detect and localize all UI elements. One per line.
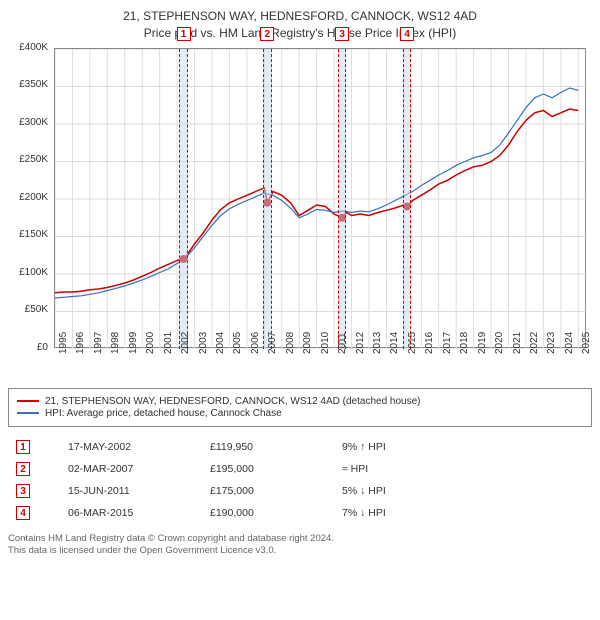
x-axis-tick-label: 2024 (564, 331, 575, 353)
y-axis-tick-label: £300K (8, 117, 48, 128)
x-axis-tick-label: 1999 (128, 331, 139, 353)
sale-hpi-note: 9% ↑ HPI (336, 437, 590, 457)
sale-number-box: 1 (16, 440, 30, 454)
sale-band (263, 49, 272, 349)
sale-marker: 4 (400, 27, 414, 41)
plot-area: 1234 (54, 48, 586, 348)
y-axis-tick-label: £350K (8, 79, 48, 90)
sale-date: 15-JUN-2011 (62, 481, 202, 501)
sale-band (179, 49, 188, 349)
y-axis-tick-label: £250K (8, 154, 48, 165)
legend-item-property: 21, STEPHENSON WAY, HEDNESFORD, CANNOCK,… (17, 396, 583, 407)
sale-price: £119,950 (204, 437, 334, 457)
sales-table: 1 17-MAY-2002£119,9509% ↑ HPI 2 02-MAR-2007… (8, 435, 592, 525)
sale-date: 06-MAR-2015 (62, 503, 202, 523)
sale-date: 02-MAR-2007 (62, 459, 202, 479)
y-axis-tick-label: £0 (8, 342, 48, 353)
x-axis-tick-label: 1998 (110, 331, 121, 353)
x-axis-tick-label: 2021 (512, 331, 523, 353)
sale-price: £190,000 (204, 503, 334, 523)
y-axis-tick-label: £400K (8, 42, 48, 53)
y-axis-tick-label: £50K (8, 304, 48, 315)
legend-swatch-property (17, 400, 39, 402)
sale-marker: 3 (335, 27, 349, 41)
y-axis-tick-label: £100K (8, 267, 48, 278)
x-axis-tick-label: 2020 (494, 331, 505, 353)
sale-hpi-note: 5% ↓ HPI (336, 481, 590, 501)
sales-table-row: 2 02-MAR-2007£195,000≈ HPI (10, 459, 590, 479)
legend-label-property: 21, STEPHENSON WAY, HEDNESFORD, CANNOCK,… (45, 396, 421, 407)
title-line-1: 21, STEPHENSON WAY, HEDNESFORD, CANNOCK,… (8, 8, 592, 25)
y-axis-tick-label: £150K (8, 229, 48, 240)
price-chart: 1234 £0 £50K £100K £150K £200K £250K £300K £350… (8, 48, 592, 378)
title-line-2: Price paid vs. HM Land Registry's House … (8, 25, 592, 42)
x-axis-tick-label: 1997 (93, 331, 104, 353)
sale-price: £195,000 (204, 459, 334, 479)
x-axis-tick-label: 2014 (389, 331, 400, 353)
footer-line-2: This data is licensed under the Open Gov… (8, 545, 592, 557)
sales-table-row: 4 06-MAR-2015£190,0007% ↓ HPI (10, 503, 590, 523)
x-axis-tick-label: 1995 (58, 331, 69, 353)
legend-swatch-hpi (17, 412, 39, 414)
x-axis-tick-label: 2001 (163, 331, 174, 353)
sale-number-box: 2 (16, 462, 30, 476)
footer-note: Contains HM Land Registry data © Crown c… (8, 533, 592, 558)
x-axis-tick-label: 2004 (215, 331, 226, 353)
sale-hpi-note: ≈ HPI (336, 459, 590, 479)
sale-band (403, 49, 412, 349)
sale-marker: 1 (177, 27, 191, 41)
sales-table-row: 1 17-MAY-2002£119,9509% ↑ HPI (10, 437, 590, 457)
legend: 21, STEPHENSON WAY, HEDNESFORD, CANNOCK,… (8, 388, 592, 427)
x-axis-tick-label: 1996 (75, 331, 86, 353)
legend-label-hpi: HPI: Average price, detached house, Cann… (45, 408, 282, 419)
x-axis-tick-label: 2002 (180, 331, 191, 353)
x-axis-tick-label: 2016 (424, 331, 435, 353)
footer-line-1: Contains HM Land Registry data © Crown c… (8, 533, 592, 545)
x-axis-tick-label: 2025 (581, 331, 592, 353)
x-axis-tick-label: 2018 (459, 331, 470, 353)
sales-table-row: 3 15-JUN-2011£175,0005% ↓ HPI (10, 481, 590, 501)
sale-number-box: 3 (16, 484, 30, 498)
x-axis-tick-label: 2015 (407, 331, 418, 353)
sale-hpi-note: 7% ↓ HPI (336, 503, 590, 523)
sale-marker: 2 (260, 27, 274, 41)
x-axis-tick-label: 2017 (442, 331, 453, 353)
x-axis-tick-label: 2013 (372, 331, 383, 353)
x-axis-tick-label: 2008 (285, 331, 296, 353)
sale-date: 17-MAY-2002 (62, 437, 202, 457)
y-axis-tick-label: £200K (8, 192, 48, 203)
x-axis-tick-label: 2000 (145, 331, 156, 353)
sale-price: £175,000 (204, 481, 334, 501)
x-axis-tick-label: 2023 (546, 331, 557, 353)
x-axis-tick-label: 2005 (232, 331, 243, 353)
x-axis-tick-label: 2022 (529, 331, 540, 353)
x-axis-tick-label: 2011 (337, 332, 348, 354)
sale-number-box: 4 (16, 506, 30, 520)
x-axis-tick-label: 2009 (302, 331, 313, 353)
x-axis-tick-label: 2006 (250, 331, 261, 353)
legend-item-hpi: HPI: Average price, detached house, Cann… (17, 408, 583, 419)
x-axis-tick-label: 2010 (320, 331, 331, 353)
x-axis-tick-label: 2019 (477, 331, 488, 353)
x-axis-tick-label: 2012 (355, 331, 366, 353)
chart-svg (55, 49, 587, 349)
x-axis-tick-label: 2003 (198, 331, 209, 353)
x-axis-tick-label: 2007 (267, 331, 278, 353)
chart-title-block: 21, STEPHENSON WAY, HEDNESFORD, CANNOCK,… (8, 8, 592, 42)
sale-band (338, 49, 347, 349)
